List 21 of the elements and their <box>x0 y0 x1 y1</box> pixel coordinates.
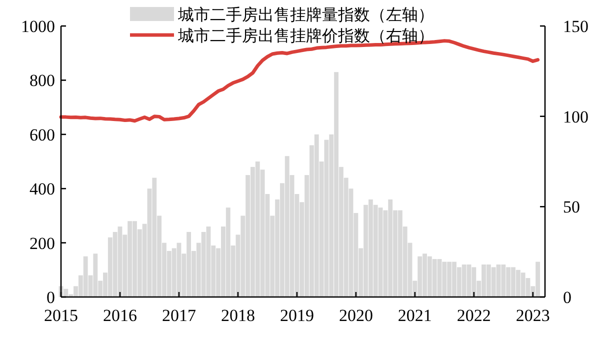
x-tick-label: 2017 <box>162 306 196 325</box>
x-tick-label: 2018 <box>220 306 255 325</box>
x-tick-label: 2021 <box>398 306 432 325</box>
x-tick-label: 2020 <box>338 306 373 325</box>
x-tick-label: 2019 <box>280 306 314 325</box>
x-tick-label: 2022 <box>456 306 491 325</box>
y2-tick-label: 0 <box>563 288 572 307</box>
y-tick-label: 600 <box>30 125 55 144</box>
x-tick-label: 2016 <box>102 306 137 325</box>
y-tick-label: 800 <box>30 71 55 90</box>
x-tick-label: 2023 <box>516 306 550 325</box>
y-tick-label: 200 <box>30 234 55 253</box>
y-tick-label: 1000 <box>21 17 55 36</box>
y2-tick-label: 150 <box>563 17 588 36</box>
y2-tick-label: 50 <box>563 198 580 217</box>
legend-label: 城市二手房出售挂牌价指数（右轴） <box>177 27 434 45</box>
y-tick-label: 400 <box>30 180 55 199</box>
y-tick-label: 0 <box>46 288 55 307</box>
x-tick-label: 2015 <box>44 306 78 325</box>
y2-tick-label: 100 <box>563 107 588 126</box>
legend-label: 城市二手房出售挂牌量指数（左轴） <box>177 6 434 24</box>
